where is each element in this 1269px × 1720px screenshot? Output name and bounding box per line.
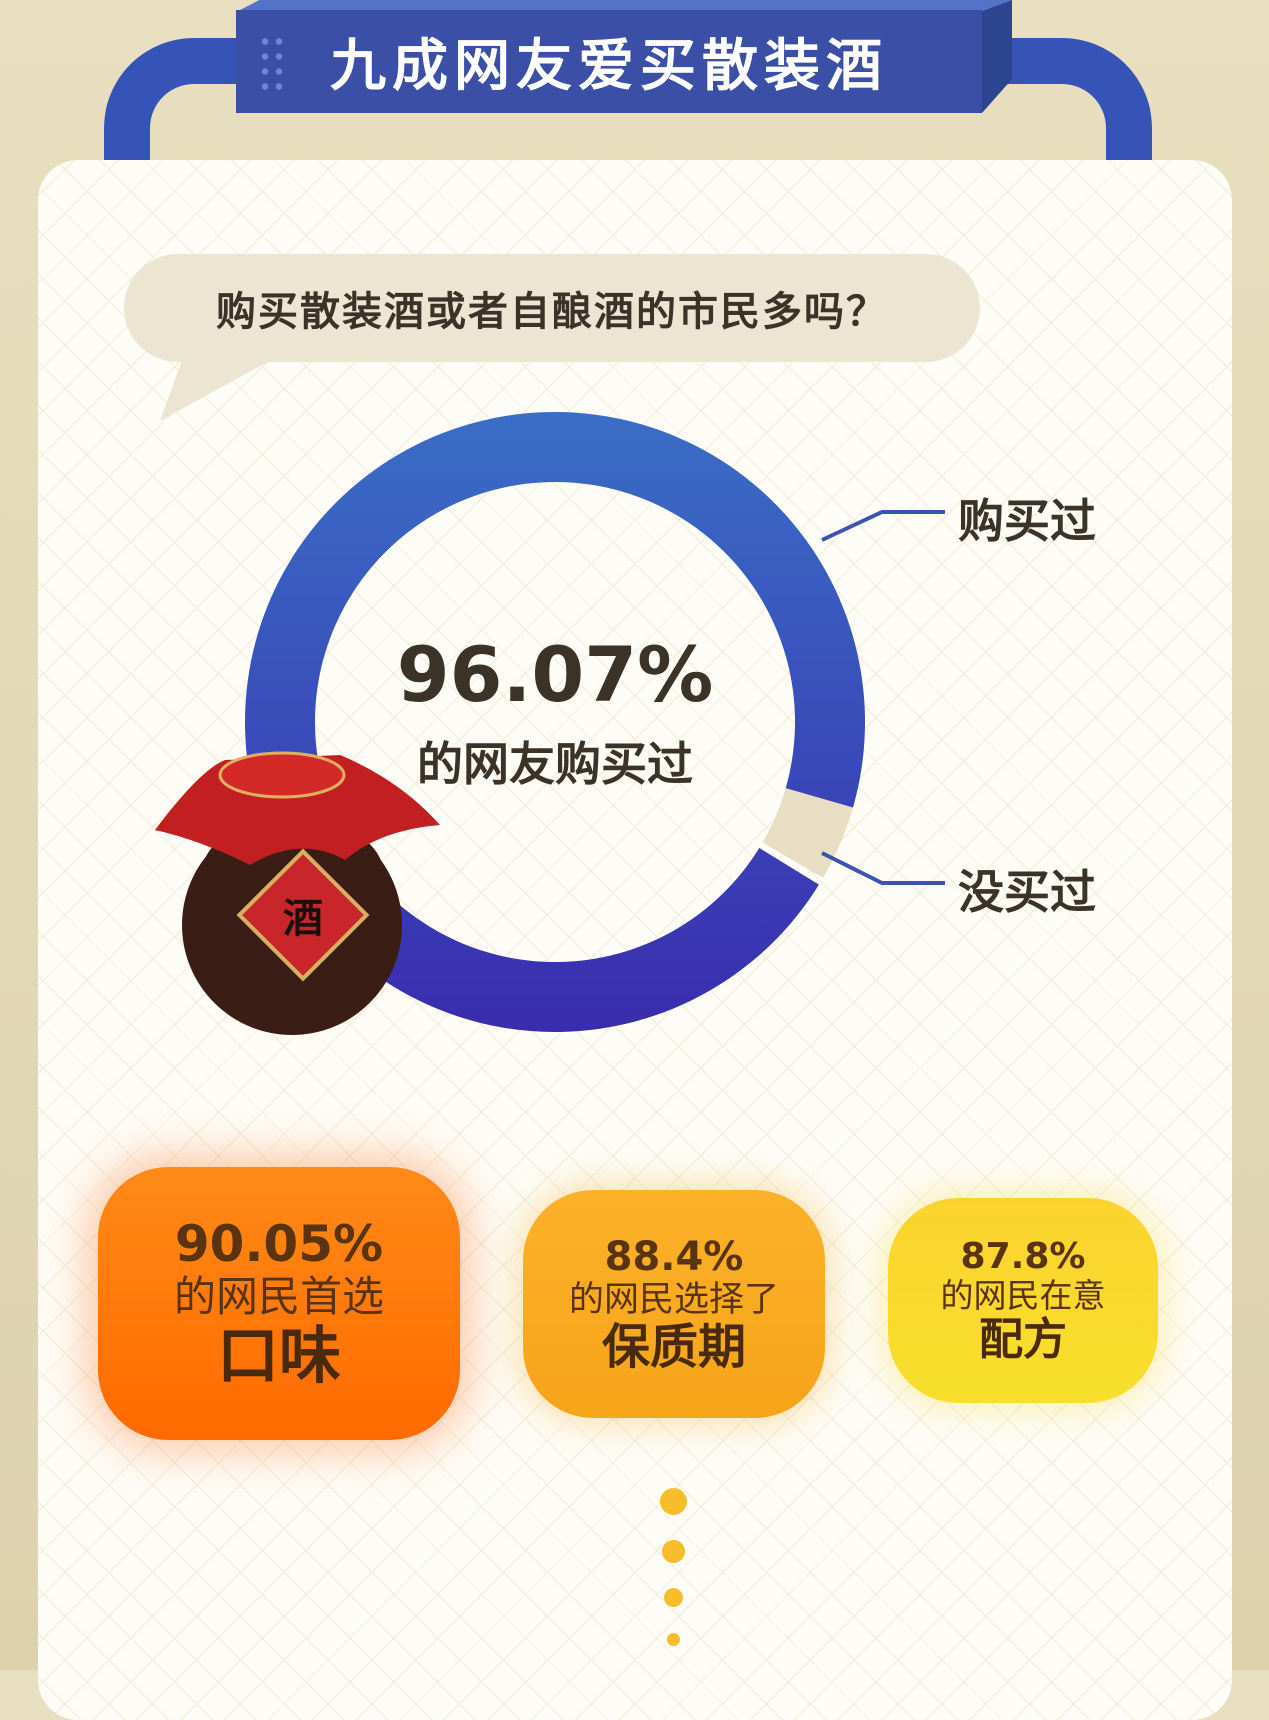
stat-item: 保质期 (601, 1318, 746, 1375)
stat-pct: 90.05% (174, 1214, 384, 1273)
stat-item: 配方 (979, 1313, 1067, 1365)
leader-line-not-bought (821, 851, 945, 885)
center-value: 96.07% (396, 630, 714, 719)
stat-card-taste: 90.05% 的网民首选 口味 (98, 1167, 460, 1440)
stat-pct: 88.4% (604, 1233, 744, 1280)
page-title: 九成网友爱买散装酒 (236, 10, 982, 113)
dot-decoration (662, 1540, 685, 1563)
question-bubble: 购买散装酒或者自酿酒的市民多吗？ (124, 254, 980, 362)
stat-text: 的网民选择了 (568, 1279, 779, 1320)
center-label: 的网友购买过 (417, 737, 693, 791)
legend-bought: 购买过 (958, 494, 1096, 548)
wine-jar-icon: 酒 (155, 751, 440, 1035)
stat-card-recipe: 87.8% 的网民在意 配方 (888, 1198, 1158, 1403)
leader-line-bought (821, 510, 945, 542)
stat-item: 口味 (216, 1319, 341, 1393)
dots-decoration (258, 34, 286, 94)
jar-label: 酒 (283, 896, 323, 942)
stat-card-shelf-life: 88.4% 的网民选择了 保质期 (523, 1190, 825, 1418)
banner-top-face (236, 0, 1012, 12)
dot-decoration (664, 1588, 683, 1607)
donut-chart: 酒 (155, 411, 945, 1035)
dot-decoration (667, 1633, 680, 1646)
dot-decoration (660, 1488, 687, 1515)
stat-pct: 87.8% (960, 1235, 1086, 1277)
legend-not-bought: 没买过 (958, 865, 1096, 919)
stat-text: 的网民在意 (940, 1276, 1106, 1316)
stat-text: 的网民首选 (173, 1271, 384, 1321)
